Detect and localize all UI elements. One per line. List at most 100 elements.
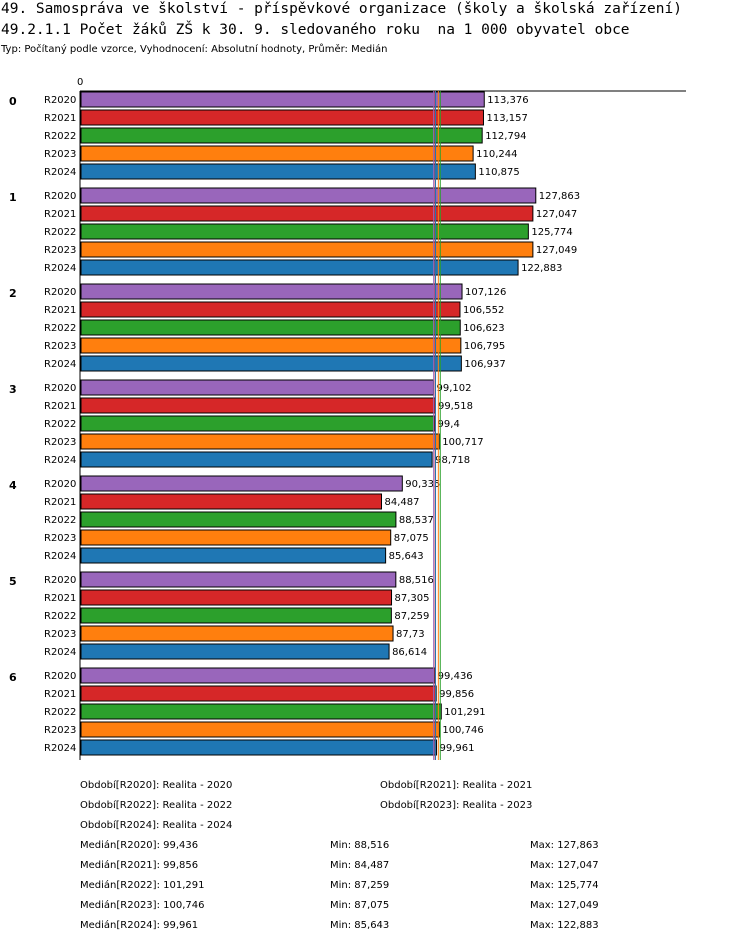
data-label: 101,291 [444, 707, 485, 718]
bar [80, 703, 442, 720]
data-label: 106,795 [464, 341, 505, 352]
series-label: R2024 [44, 647, 76, 658]
legend-median-r2024: Medián[R2024]: 99,961 [80, 920, 199, 931]
bar [80, 547, 387, 564]
bar [80, 91, 485, 108]
legend-period-r2022: Období[R2022]: Realita - 2022 [80, 800, 233, 811]
series-label: R2020 [44, 575, 76, 586]
legend-max-r2021: Max: 127,047 [530, 860, 599, 871]
legend-median-r2023: Medián[R2023]: 100,746 [80, 900, 205, 911]
data-label: 87,73 [396, 629, 425, 640]
series-label: R2021 [44, 401, 76, 412]
bar [80, 607, 392, 624]
data-label: 107,126 [465, 287, 506, 298]
bar [80, 337, 462, 354]
bar [80, 127, 483, 144]
legend-period-r2020: Období[R2020]: Realita - 2020 [80, 780, 233, 791]
series-label: R2023 [44, 533, 76, 544]
data-label: 88,516 [399, 575, 434, 586]
legend-max-r2023: Max: 127,049 [530, 900, 599, 911]
data-label: 125,774 [531, 227, 572, 238]
legend-min-r2020: Min: 88,516 [330, 840, 390, 851]
data-label: 100,746 [442, 725, 483, 736]
data-label: 110,244 [476, 149, 517, 160]
series-label: R2024 [44, 167, 76, 178]
category-label: 4 [9, 479, 17, 492]
bar [80, 493, 383, 510]
bar [80, 397, 436, 414]
series-label: R2023 [44, 245, 76, 256]
data-label: 86,614 [392, 647, 427, 658]
data-label: 100,717 [442, 437, 483, 448]
legend-median-r2020: Medián[R2020]: 99,436 [80, 840, 199, 851]
category-label: 3 [9, 383, 17, 396]
legend-max-r2024: Max: 122,883 [530, 920, 599, 931]
bar [80, 415, 436, 432]
data-label: 127,863 [539, 191, 580, 202]
series-label: R2021 [44, 305, 76, 316]
series-label: R2022 [44, 131, 76, 142]
data-label: 106,623 [463, 323, 504, 334]
data-label: 127,049 [536, 245, 577, 256]
series-label: R2021 [44, 593, 76, 604]
data-label: 87,259 [394, 611, 429, 622]
bar [80, 259, 519, 276]
bar [80, 643, 390, 660]
category-label: 0 [9, 95, 17, 108]
series-label: R2022 [44, 419, 76, 430]
data-label: 113,376 [487, 95, 528, 106]
series-label: R2024 [44, 455, 76, 466]
data-label: 87,075 [394, 533, 429, 544]
legend-period-r2024: Období[R2024]: Realita - 2024 [80, 820, 233, 831]
chart-type-info: Typ: Počítaný podle vzorce, Vyhodnocení:… [1, 44, 388, 55]
series-label: R2021 [44, 689, 76, 700]
series-label: R2023 [44, 725, 76, 736]
chart-subtitle: 49.2.1.1 Počet žáků ZŠ k 30. 9. sledovan… [1, 22, 630, 38]
bar [80, 319, 461, 336]
legend-period-r2023: Období[R2023]: Realita - 2023 [380, 800, 533, 811]
bar [80, 241, 534, 258]
bar [80, 721, 440, 738]
bar [80, 571, 397, 588]
x-axis-origin-label: 0 [77, 77, 83, 88]
series-label: R2020 [44, 95, 76, 106]
series-label: R2020 [44, 191, 76, 202]
legend-min-r2022: Min: 87,259 [330, 880, 390, 891]
data-label: 106,937 [464, 359, 505, 370]
bar [80, 475, 403, 492]
series-label: R2021 [44, 497, 76, 508]
bar [80, 205, 534, 222]
series-label: R2021 [44, 113, 76, 124]
data-label: 87,305 [395, 593, 430, 604]
bar [80, 511, 397, 528]
category-label: 6 [9, 671, 17, 684]
data-label: 112,794 [485, 131, 526, 142]
category-label: 1 [9, 191, 17, 204]
bar [80, 355, 462, 372]
data-label: 99,4 [438, 419, 460, 430]
bar [80, 739, 438, 756]
category-label: 5 [9, 575, 17, 588]
data-label: 122,883 [521, 263, 562, 274]
series-label: R2023 [44, 341, 76, 352]
series-label: R2024 [44, 551, 76, 562]
series-label: R2020 [44, 671, 76, 682]
data-label: 98,718 [435, 455, 470, 466]
bar [80, 433, 440, 450]
bar [80, 451, 433, 468]
bar [80, 529, 392, 546]
series-label: R2022 [44, 323, 76, 334]
series-label: R2022 [44, 227, 76, 238]
bar [80, 685, 437, 702]
bar [80, 163, 476, 180]
bar [80, 223, 529, 240]
category-label: 2 [9, 287, 17, 300]
series-label: R2024 [44, 743, 76, 754]
chart-title: 49. Samospráva ve školství - příspěvkové… [1, 1, 682, 17]
bar [80, 625, 394, 642]
legend-max-r2020: Max: 127,863 [530, 840, 599, 851]
legend-median-r2021: Medián[R2021]: 99,856 [80, 860, 199, 871]
bar [80, 145, 474, 162]
data-label: 110,875 [478, 167, 519, 178]
